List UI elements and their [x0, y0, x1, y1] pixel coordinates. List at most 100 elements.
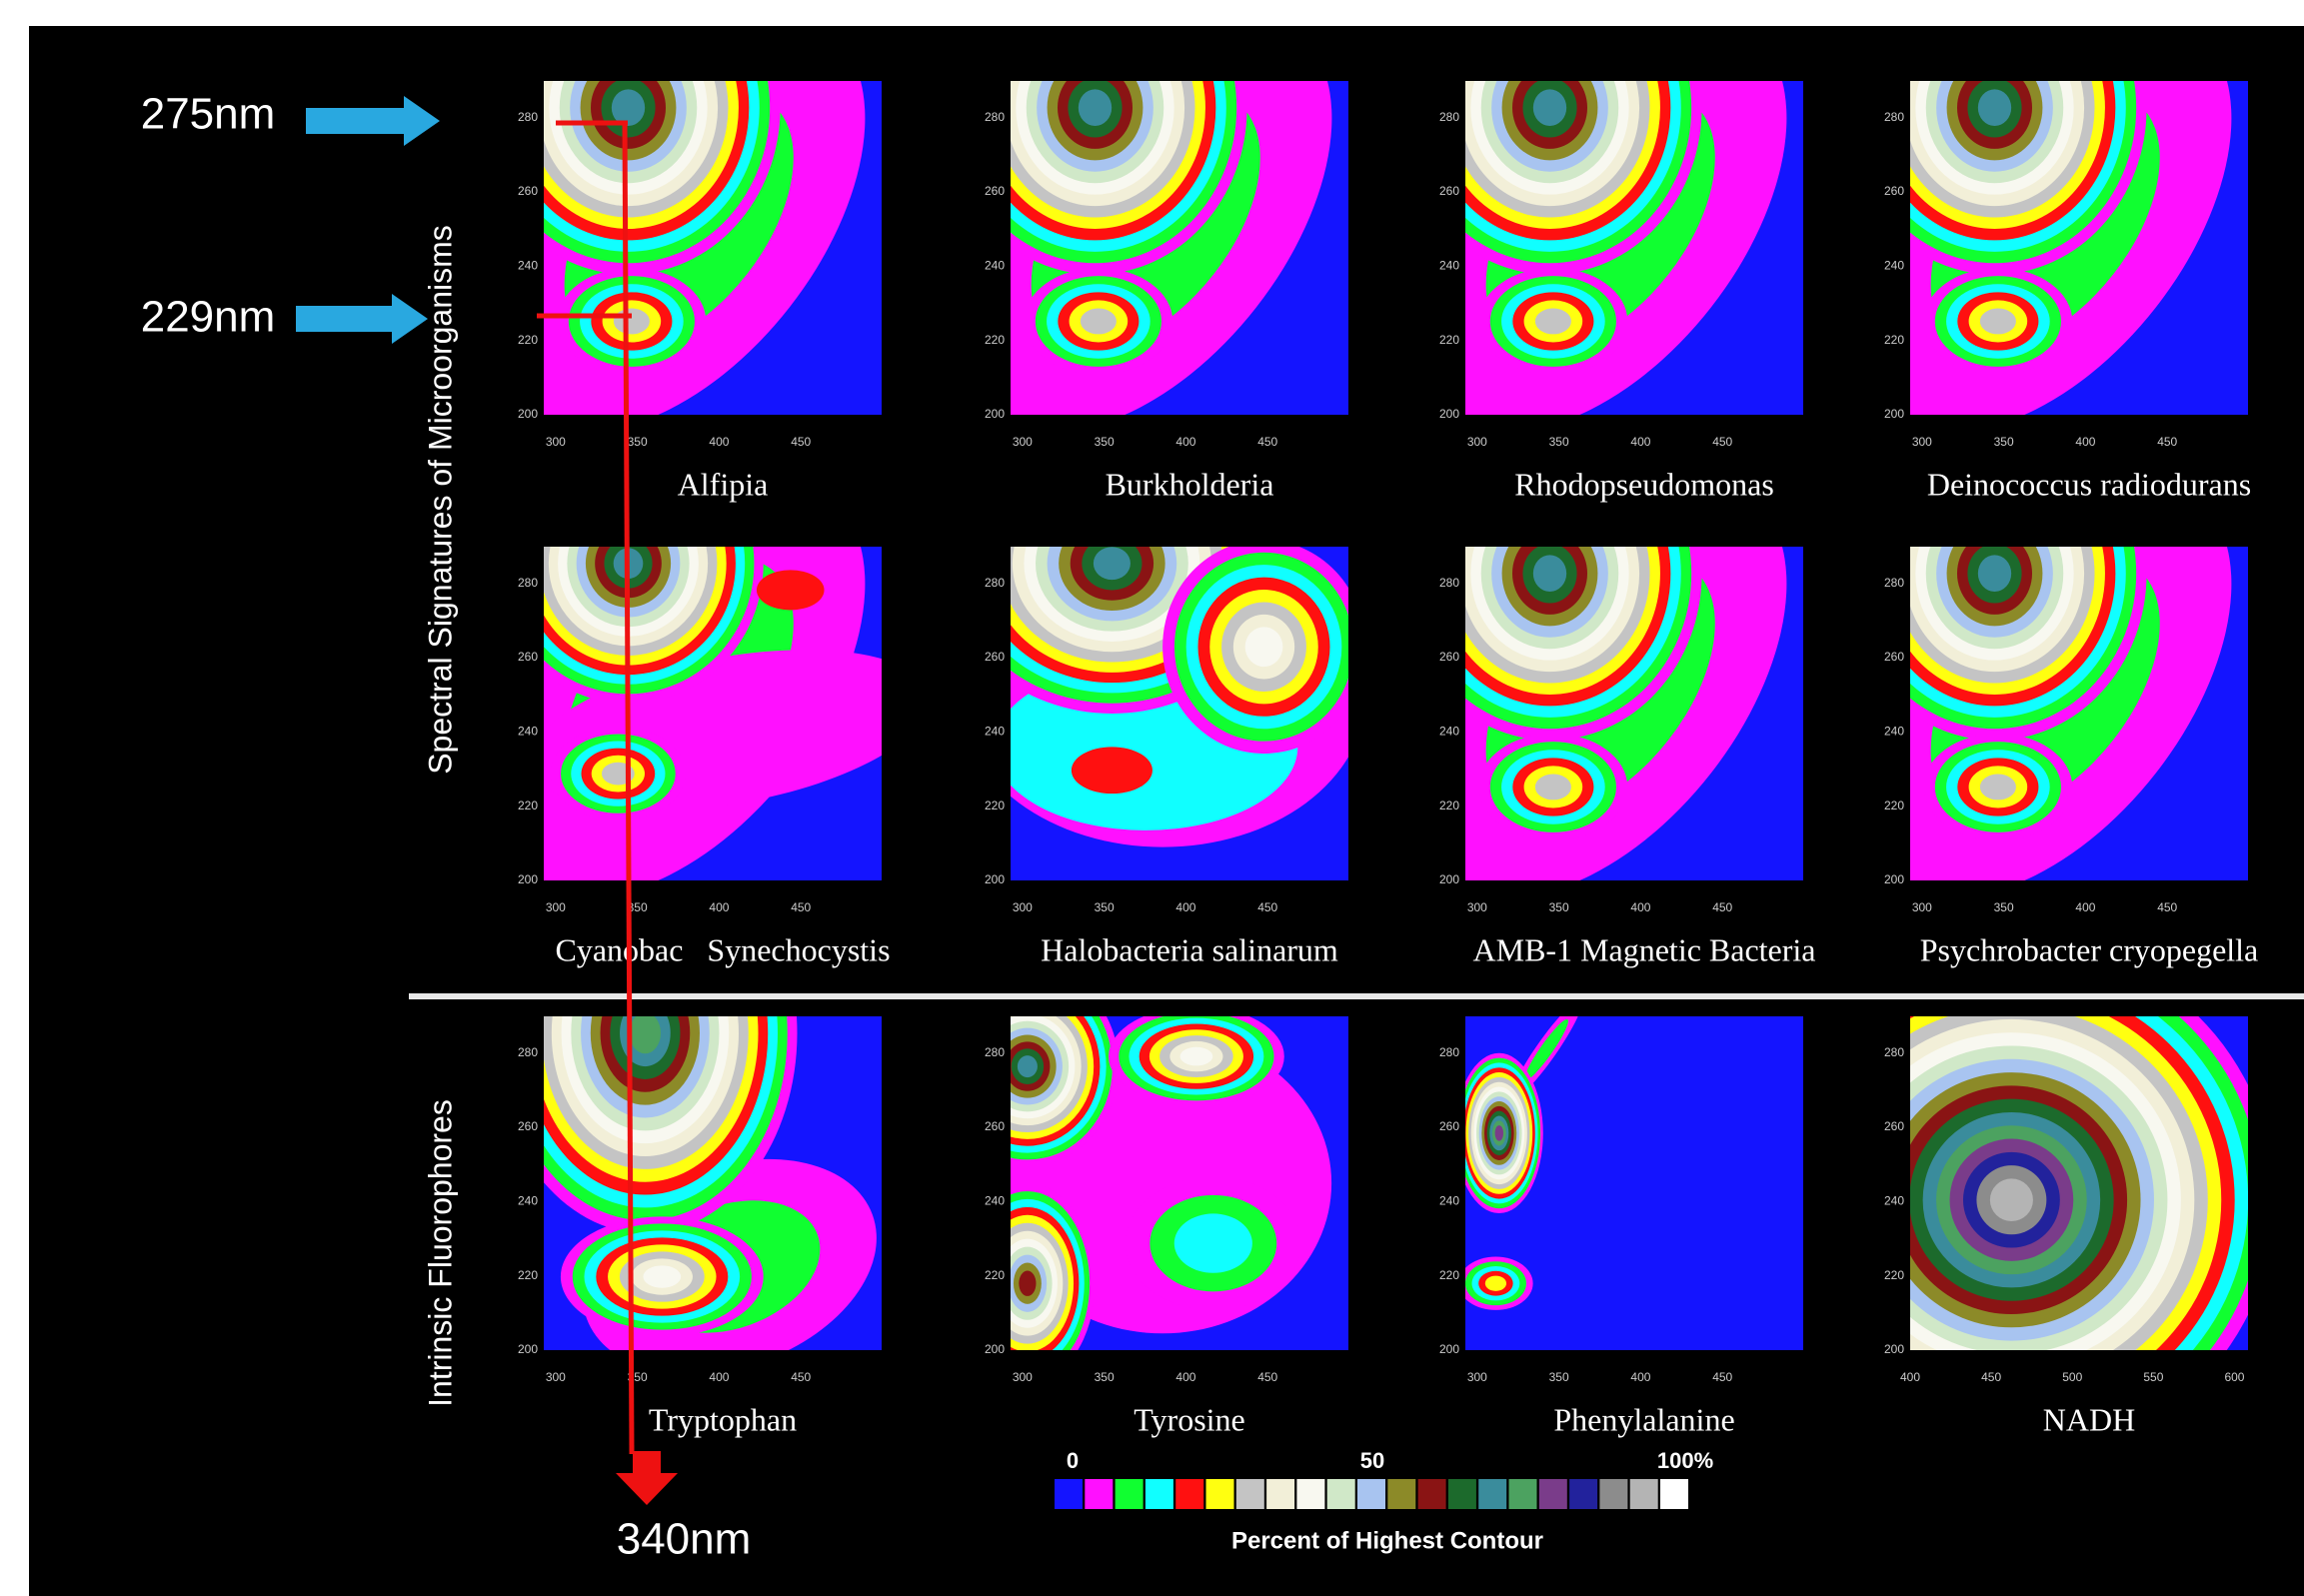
legend-swatch	[1448, 1479, 1476, 1509]
legend-swatch	[1599, 1479, 1627, 1509]
x-tick-label: 300	[546, 900, 566, 914]
y-tick-label: 240	[1439, 1194, 1459, 1208]
y-tick-label: 240	[985, 259, 1005, 273]
y-tick-label: 240	[1884, 1194, 1904, 1208]
y-tick-label: 240	[518, 259, 538, 273]
y-tick-label: 200	[518, 1342, 538, 1356]
legend-swatch	[1296, 1479, 1324, 1509]
legend-swatch	[1539, 1479, 1567, 1509]
y-tick-label: 260	[518, 1119, 538, 1133]
x-tick-label: 350	[1095, 1370, 1115, 1384]
y-tick-label: 280	[518, 576, 538, 590]
contour	[757, 570, 825, 610]
contour	[1072, 747, 1152, 794]
y-tick-label: 240	[1884, 725, 1904, 739]
y-tick-label: 280	[518, 110, 538, 124]
panel-title: Cyanobac Synechocystis	[555, 931, 890, 967]
x-tick-label: 300	[1467, 435, 1487, 449]
y-tick-label: 280	[985, 576, 1005, 590]
y-tick-label: 260	[1884, 1119, 1904, 1133]
x-tick-label: 300	[546, 435, 566, 449]
legend-swatch	[1327, 1479, 1355, 1509]
x-tick-label: 300	[1013, 435, 1033, 449]
legend-swatch	[1357, 1479, 1385, 1509]
contour	[1485, 1276, 1506, 1291]
contour	[1978, 555, 2011, 592]
contour	[1533, 555, 1566, 592]
x-tick-label: 450	[1712, 435, 1732, 449]
contour	[1535, 309, 1571, 335]
contour	[1081, 309, 1117, 335]
y-tick-label: 240	[1884, 259, 1904, 273]
x-tick-label: 300	[1467, 900, 1487, 914]
contour	[1990, 1178, 2033, 1221]
y-tick-label: 220	[1439, 798, 1459, 812]
x-tick-label: 400	[1175, 900, 1195, 914]
y-tick-label: 280	[1439, 576, 1459, 590]
x-tick-label: 400	[1630, 435, 1650, 449]
legend-swatch	[1266, 1479, 1294, 1509]
x-tick-label: 350	[1549, 900, 1569, 914]
x-tick-label: 400	[709, 900, 729, 914]
legend-swatch	[1418, 1479, 1446, 1509]
x-tick-label: 400	[1175, 435, 1195, 449]
y-tick-label: 240	[985, 1194, 1005, 1208]
wavelength-label: 275nm	[141, 90, 276, 139]
wavelength-label: 229nm	[141, 293, 276, 342]
x-tick-label: 450	[1712, 1370, 1732, 1384]
x-tick-label: 450	[791, 900, 811, 914]
x-tick-label: 300	[1912, 900, 1932, 914]
panel-title: Tryptophan	[649, 1401, 797, 1437]
x-tick-label: 300	[1013, 900, 1033, 914]
y-tick-label: 240	[1439, 259, 1459, 273]
contour	[643, 1265, 681, 1287]
contour	[1495, 1125, 1503, 1140]
legend-swatch	[1085, 1479, 1113, 1509]
x-tick-label: 400	[1900, 1370, 1920, 1384]
y-tick-label: 260	[518, 184, 538, 198]
figure: 300350400450280260240220200Alfipia300350…	[0, 0, 2304, 1596]
x-tick-label: 600	[2224, 1370, 2244, 1384]
x-tick-label: 300	[1912, 435, 1932, 449]
legend-swatch	[1660, 1479, 1688, 1509]
x-tick-label: 400	[1175, 1370, 1195, 1384]
y-tick-label: 200	[1439, 1342, 1459, 1356]
y-tick-label: 280	[985, 1045, 1005, 1059]
x-tick-label: 450	[791, 1370, 811, 1384]
legend-swatch	[1478, 1479, 1506, 1509]
panel-title: AMB-1 Magnetic Bacteria	[1473, 931, 1816, 967]
y-tick-label: 280	[1884, 1045, 1904, 1059]
panel-title: Deinococcus radiodurans	[1927, 466, 2251, 502]
x-tick-label: 350	[1095, 435, 1115, 449]
legend-swatch	[1569, 1479, 1597, 1509]
x-tick-label: 450	[791, 435, 811, 449]
y-tick-label: 280	[1439, 110, 1459, 124]
panel-title: Psychrobacter cryopegella	[1920, 931, 2259, 967]
panel-title: Rhodopseudomonas	[1514, 466, 1774, 502]
legend-swatch	[1206, 1479, 1234, 1509]
legend-label: 100%	[1657, 1448, 1713, 1473]
contour	[1245, 627, 1283, 667]
x-tick-label: 450	[2157, 900, 2177, 914]
legend-swatch	[1630, 1479, 1658, 1509]
row-label: Spectral Signatures of Microorganisms	[422, 225, 458, 775]
x-tick-label: 500	[2062, 1370, 2082, 1384]
contour	[1019, 1270, 1036, 1295]
y-tick-label: 260	[1884, 650, 1904, 664]
y-tick-label: 200	[1884, 407, 1904, 421]
x-tick-label: 350	[1994, 435, 2014, 449]
y-tick-label: 260	[985, 184, 1005, 198]
panel-title: Burkholderia	[1106, 466, 1274, 502]
y-tick-label: 200	[1884, 1342, 1904, 1356]
y-tick-label: 260	[1884, 184, 1904, 198]
panel-title: Tyrosine	[1134, 1401, 1245, 1437]
legend-swatch	[1055, 1479, 1083, 1509]
contour	[1018, 1055, 1038, 1077]
y-tick-label: 220	[518, 333, 538, 347]
x-tick-label: 400	[1630, 1370, 1650, 1384]
y-tick-label: 200	[985, 1342, 1005, 1356]
x-tick-label: 300	[546, 1370, 566, 1384]
panel-title: NADH	[2043, 1401, 2135, 1437]
legend-swatch	[1175, 1479, 1203, 1509]
y-tick-label: 240	[985, 725, 1005, 739]
